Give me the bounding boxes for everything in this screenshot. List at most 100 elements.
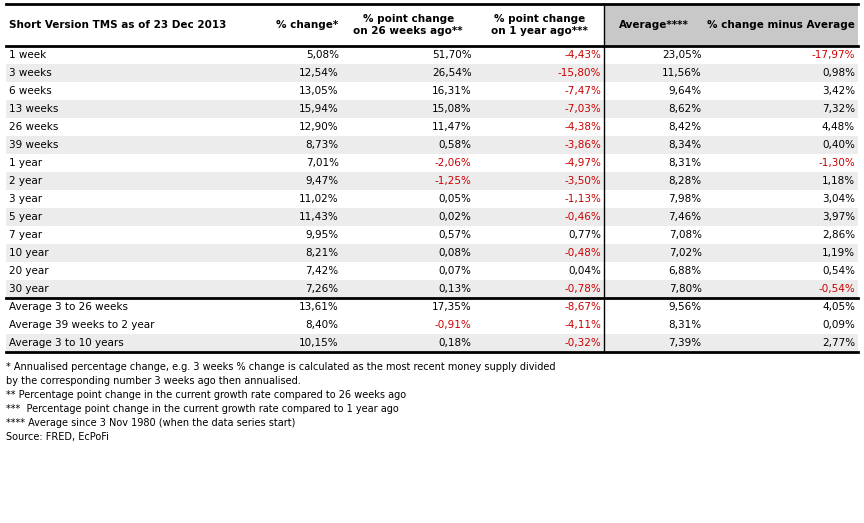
Text: -3,50%: -3,50% [564,176,601,186]
Text: 5 year: 5 year [9,212,42,222]
Text: Average 39 weeks to 2 year: Average 39 weeks to 2 year [9,320,155,330]
Text: -4,11%: -4,11% [564,320,601,330]
Text: 3,04%: 3,04% [822,194,855,204]
Text: 0,04%: 0,04% [569,266,601,276]
Text: 7,46%: 7,46% [669,212,702,222]
Text: 0,98%: 0,98% [822,68,855,78]
Text: -17,97%: -17,97% [811,50,855,60]
Text: Average****: Average**** [619,20,689,30]
Text: 1,18%: 1,18% [822,176,855,186]
Text: 8,31%: 8,31% [669,158,702,168]
Text: 51,70%: 51,70% [432,50,472,60]
Text: 17,35%: 17,35% [432,302,472,312]
Text: 12,90%: 12,90% [299,122,339,132]
Text: 1 year: 1 year [9,158,42,168]
Text: -0,54%: -0,54% [818,284,855,294]
Text: 7,39%: 7,39% [669,338,702,348]
Text: 10,15%: 10,15% [299,338,339,348]
Text: 8,73%: 8,73% [306,140,339,150]
Text: 8,28%: 8,28% [669,176,702,186]
Text: -7,47%: -7,47% [564,86,601,96]
Text: 2 year: 2 year [9,176,42,186]
Text: 30 year: 30 year [9,284,48,294]
Text: -0,91%: -0,91% [435,320,472,330]
Text: 7,02%: 7,02% [669,248,702,258]
Text: 0,13%: 0,13% [439,284,472,294]
Text: 2,77%: 2,77% [822,338,855,348]
Text: 8,42%: 8,42% [669,122,702,132]
Bar [6,64,858,82]
Text: -4,38%: -4,38% [564,122,601,132]
Text: 7,42%: 7,42% [306,266,339,276]
Text: 2,86%: 2,86% [822,230,855,240]
Text: % change minus Average: % change minus Average [708,20,855,30]
Text: Short Version TMS as of 23 Dec 2013: Short Version TMS as of 23 Dec 2013 [9,20,226,30]
Text: 3 weeks: 3 weeks [9,68,52,78]
Text: 0,18%: 0,18% [439,338,472,348]
Text: -1,25%: -1,25% [435,176,472,186]
Text: 7,26%: 7,26% [306,284,339,294]
Bar [6,136,858,154]
Text: 11,47%: 11,47% [432,122,472,132]
Text: 7 year: 7 year [9,230,42,240]
Text: 8,31%: 8,31% [669,320,702,330]
Text: Source: FRED, EcPoFi: Source: FRED, EcPoFi [6,432,109,442]
Bar [6,244,858,262]
Text: -0,78%: -0,78% [564,284,601,294]
Bar [6,334,858,352]
Text: -15,80%: -15,80% [558,68,601,78]
Bar [604,4,858,46]
Text: 3 year: 3 year [9,194,42,204]
Text: 4,48%: 4,48% [822,122,855,132]
Text: 39 weeks: 39 weeks [9,140,59,150]
Text: % change*: % change* [276,20,339,30]
Text: 12,54%: 12,54% [299,68,339,78]
Text: 0,40%: 0,40% [823,140,855,150]
Text: 0,57%: 0,57% [439,230,472,240]
Text: -8,67%: -8,67% [564,302,601,312]
Text: -3,86%: -3,86% [564,140,601,150]
Text: ** Percentage point change in the current growth rate compared to 26 weeks ago: ** Percentage point change in the curren… [6,390,406,400]
Text: 9,95%: 9,95% [306,230,339,240]
Text: 15,94%: 15,94% [299,104,339,114]
Text: 3,97%: 3,97% [822,212,855,222]
Text: -2,06%: -2,06% [435,158,472,168]
Text: 23,05%: 23,05% [662,50,702,60]
Text: 0,58%: 0,58% [439,140,472,150]
Text: -1,30%: -1,30% [818,158,855,168]
Text: 0,05%: 0,05% [439,194,472,204]
Text: 11,43%: 11,43% [299,212,339,222]
Text: -0,32%: -0,32% [564,338,601,348]
Text: 0,02%: 0,02% [439,212,472,222]
Text: 6 weeks: 6 weeks [9,86,52,96]
Text: 6,88%: 6,88% [669,266,702,276]
Text: Average 3 to 26 weeks: Average 3 to 26 weeks [9,302,128,312]
Text: by the corresponding number 3 weeks ago then annualised.: by the corresponding number 3 weeks ago … [6,376,301,386]
Text: 3,42%: 3,42% [822,86,855,96]
Text: 8,21%: 8,21% [306,248,339,258]
Text: 0,09%: 0,09% [823,320,855,330]
Text: -0,48%: -0,48% [564,248,601,258]
Bar [6,280,858,298]
Text: 13 weeks: 13 weeks [9,104,59,114]
Text: % point change
on 1 year ago***: % point change on 1 year ago*** [491,14,588,36]
Text: -0,46%: -0,46% [564,212,601,222]
Text: 15,08%: 15,08% [432,104,472,114]
Bar [6,100,858,118]
Text: 9,64%: 9,64% [669,86,702,96]
Text: 1,19%: 1,19% [822,248,855,258]
Text: Average 3 to 10 years: Average 3 to 10 years [9,338,124,348]
Text: 7,01%: 7,01% [306,158,339,168]
Text: 26,54%: 26,54% [432,68,472,78]
Text: 0,08%: 0,08% [439,248,472,258]
Text: 5,08%: 5,08% [306,50,339,60]
Text: 0,54%: 0,54% [822,266,855,276]
Text: -4,97%: -4,97% [564,158,601,168]
Text: -1,13%: -1,13% [564,194,601,204]
Text: 7,32%: 7,32% [822,104,855,114]
Text: 7,08%: 7,08% [669,230,702,240]
Text: ***  Percentage point change in the current growth rate compared to 1 year ago: *** Percentage point change in the curre… [6,404,399,414]
Text: 26 weeks: 26 weeks [9,122,59,132]
Text: 1 week: 1 week [9,50,47,60]
Text: 4,05%: 4,05% [822,302,855,312]
